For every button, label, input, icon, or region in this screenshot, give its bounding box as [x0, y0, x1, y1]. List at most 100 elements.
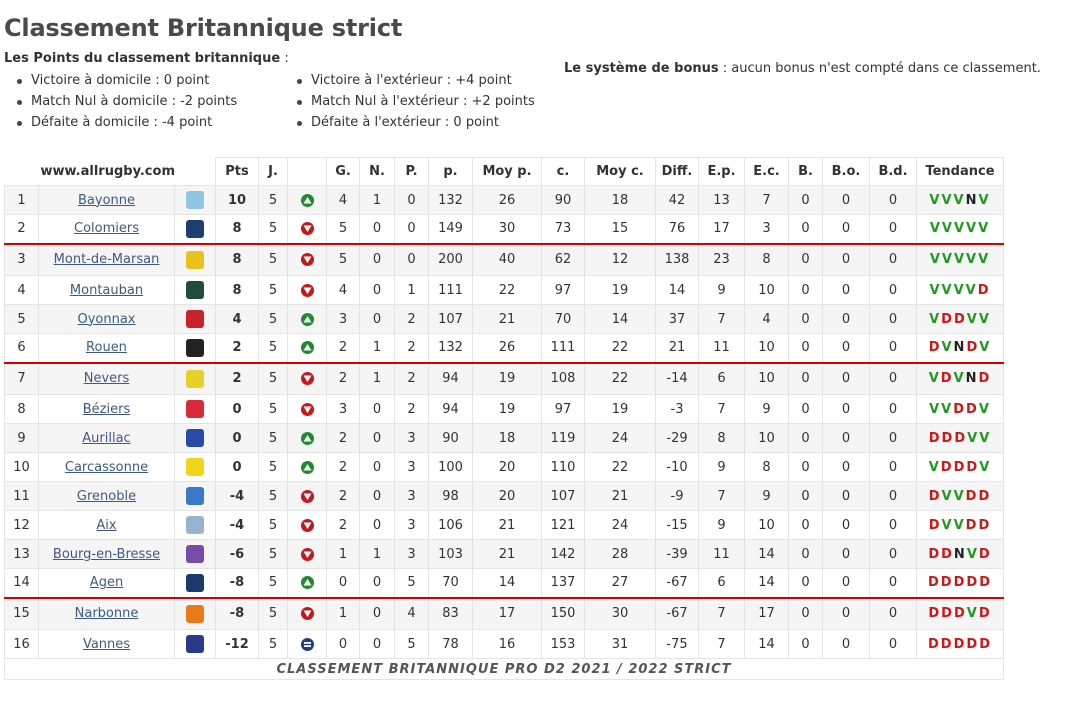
stat-cell-moyc: 22 [584, 333, 656, 363]
table-row: 3 Mont-de-Marsan 8 5 5 0 0 200 40 62 12 138 23 8 0 0 0 VV… [4, 242, 1004, 276]
stat-cell-ec: 9 [744, 481, 789, 511]
trend-result: V [941, 517, 954, 533]
trend-cell: DDDDD [916, 629, 1004, 659]
team-cell: Aurillac [38, 423, 175, 453]
team-link[interactable]: Rouen [86, 340, 127, 356]
stat-cell-moyp: 19 [472, 361, 542, 395]
team-cell: Bourg-en-Bresse [38, 539, 175, 569]
stat-cell-c: 62 [541, 242, 585, 276]
stat-cell-moyp: 30 [472, 214, 542, 244]
stat-cell-b: 0 [788, 394, 823, 424]
stat-cell-ep: 23 [698, 242, 745, 276]
trend-result: V [929, 221, 942, 237]
stat-cell-pf: 70 [428, 568, 473, 598]
stat-cell-bd: 0 [869, 423, 917, 453]
header-diff: Diff. [655, 157, 699, 186]
stat-cell-moyp: 14 [472, 568, 542, 598]
team-link[interactable]: Montauban [69, 282, 144, 298]
played-cell: 5 [258, 539, 288, 569]
team-link[interactable]: Carcassonne [64, 459, 149, 475]
team-link[interactable]: Agen [89, 575, 124, 591]
stat-cell-c: 107 [541, 481, 585, 511]
trend-arrow-cell [287, 242, 327, 276]
stat-cell-pf: 132 [428, 333, 473, 363]
trend-cell: VVVVV [916, 214, 1004, 244]
header-points-for: p. [428, 157, 473, 186]
stat-cell-g: 4 [326, 275, 360, 305]
trend-cell: VVVVV [916, 242, 1004, 276]
trend-result: V [978, 311, 991, 327]
trend-result: D [954, 430, 968, 446]
stat-cell-bd: 0 [869, 539, 917, 569]
team-logo-icon [186, 573, 204, 592]
team-cell: Vannes [38, 629, 175, 659]
trend-result: N [953, 546, 967, 562]
team-link[interactable]: Vannes [82, 636, 131, 652]
trend-result: V [928, 371, 941, 387]
stat-cell-g: 2 [326, 333, 360, 363]
trend-result: V [966, 221, 979, 237]
team-link[interactable]: Colomiers [74, 221, 139, 237]
stat-cell-bd: 0 [869, 394, 917, 424]
team-link[interactable]: Béziers [82, 401, 131, 417]
stat-cell-p: 3 [394, 481, 429, 511]
stat-cell-n: 0 [359, 304, 395, 334]
team-link[interactable]: Bayonne [77, 192, 135, 208]
stat-cell-bd: 0 [869, 510, 917, 540]
team-link[interactable]: Narbonne [74, 606, 139, 622]
team-cell: Carcassonne [38, 452, 175, 482]
team-link[interactable]: Bourg-en-Bresse [52, 546, 161, 562]
trend-result: D [966, 636, 980, 652]
away-points-item: Match Nul à l'extérieur : +2 points [284, 91, 535, 112]
team-link[interactable]: Aix [96, 517, 117, 533]
points-cell: 8 [215, 242, 259, 276]
trend-arrow-cell [287, 452, 327, 482]
team-link[interactable]: Nevers [83, 371, 130, 387]
trend-result: V [953, 371, 966, 387]
stat-cell-ep: 6 [698, 568, 745, 598]
stat-cell-ep: 7 [698, 394, 745, 424]
trend-result: V [953, 221, 967, 237]
home-points-item: Défaite à domicile : -4 point [4, 112, 237, 133]
trend-result: V [967, 430, 980, 446]
trend-arrow-cell [287, 214, 327, 244]
team-link[interactable]: Aurillac [82, 430, 131, 446]
trend-result: D [928, 488, 942, 504]
stat-cell-diff: -9 [655, 481, 699, 511]
stat-cell-p: 2 [394, 333, 429, 363]
rank-cell: 4 [4, 275, 39, 305]
team-logo-icon [186, 516, 204, 534]
stat-cell-ep: 11 [698, 539, 745, 569]
page-title: Classement Britannique strict [4, 14, 403, 42]
stat-cell-p: 1 [394, 275, 429, 305]
points-heading-label: Les Points du classement britannique [4, 51, 281, 66]
stat-cell-ec: 14 [744, 539, 789, 569]
played-cell: 5 [258, 481, 288, 511]
stat-cell-moyp: 19 [472, 394, 542, 424]
arrow-down-icon [300, 607, 314, 621]
stat-cell-ec: 4 [744, 304, 789, 334]
team-link[interactable]: Mont-de-Marsan [53, 252, 160, 268]
trend-result: V [978, 401, 991, 417]
played-cell: 5 [258, 629, 288, 659]
points-cell: 4 [215, 304, 259, 334]
header-points-against: c. [541, 157, 585, 186]
stat-cell-p: 2 [394, 304, 429, 334]
team-link[interactable]: Oyonnax [77, 311, 136, 327]
stat-cell-b: 0 [788, 361, 823, 395]
stat-cell-p: 0 [394, 242, 429, 276]
played-cell: 5 [258, 242, 288, 276]
stat-cell-bo: 0 [822, 596, 870, 630]
played-cell: 5 [258, 596, 288, 630]
arrow-up-icon [300, 312, 314, 326]
home-points-item: Victoire à domicile : 0 point [4, 70, 237, 91]
trend-result: V [978, 221, 991, 237]
trend-result: V [929, 311, 942, 327]
stat-cell-bd: 0 [869, 304, 917, 334]
stat-cell-moyp: 40 [472, 242, 542, 276]
trend-result: V [966, 546, 979, 562]
team-link[interactable]: Grenoble [76, 488, 137, 504]
trend-cell: VDDVV [916, 304, 1004, 334]
header-ep: E.p. [698, 157, 745, 186]
trend-arrow-cell [287, 185, 327, 215]
